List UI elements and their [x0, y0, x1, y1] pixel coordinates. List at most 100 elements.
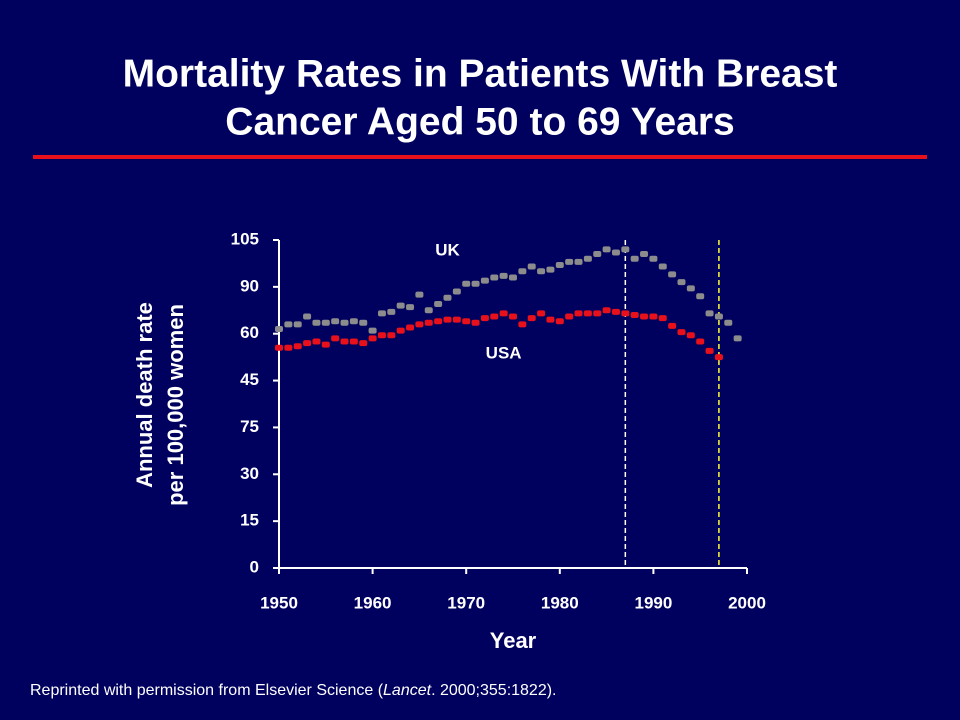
x-tick-label: 1970: [447, 593, 485, 612]
data-point: [434, 301, 443, 308]
data-point: [303, 340, 312, 347]
y-tick-label: 60: [240, 323, 259, 342]
y-axis-label: per 100,000 women: [163, 304, 188, 506]
data-point: [537, 310, 546, 317]
data-point: [443, 316, 452, 323]
data-point: [340, 338, 349, 345]
data-point: [509, 313, 517, 320]
y-tick-label: 30: [240, 464, 259, 483]
y-tick-label: 75: [240, 417, 259, 436]
data-point: [312, 319, 321, 326]
data-point: [640, 313, 649, 320]
data-point: [424, 307, 433, 314]
data-point: [574, 310, 583, 317]
footer-text: Reprinted with permission from Elsevier …: [30, 682, 384, 699]
footer-text: . 2000;355:1822).: [431, 682, 556, 699]
data-point: [527, 315, 536, 322]
data-point: [293, 343, 302, 350]
data-point: [415, 291, 424, 298]
data-point: [733, 335, 742, 342]
data-point: [368, 327, 377, 334]
data-point: [275, 344, 283, 351]
data-point: [640, 251, 649, 258]
data-point: [462, 280, 471, 287]
data-point: [714, 354, 723, 361]
y-axis-label: Annual death rate: [132, 302, 157, 488]
data-point: [499, 310, 508, 317]
data-point: [677, 329, 686, 336]
data-point: [452, 316, 461, 323]
y-tick-label: 45: [240, 370, 259, 389]
data-point: [686, 285, 695, 292]
data-point: [668, 322, 677, 329]
data-point: [359, 340, 368, 347]
data-point: [565, 313, 574, 320]
data-point: [537, 268, 546, 275]
x-axis-label: Year: [490, 628, 537, 653]
data-point: [574, 258, 583, 265]
data-point: [658, 315, 667, 322]
data-point: [377, 332, 386, 339]
data-point: [284, 321, 293, 328]
data-point: [490, 313, 499, 320]
data-point: [555, 318, 564, 325]
data-point: [321, 319, 330, 326]
series-label: UK: [435, 240, 460, 259]
data-point: [583, 310, 592, 317]
footer-text: Lancet: [383, 682, 432, 699]
data-point: [396, 327, 405, 334]
data-point: [480, 315, 489, 322]
data-point: [696, 293, 705, 300]
data-point: [546, 316, 555, 323]
data-point: [714, 313, 723, 320]
data-point: [593, 251, 602, 258]
data-point: [621, 310, 630, 317]
data-point: [555, 261, 564, 268]
data-point: [518, 321, 527, 328]
data-point: [387, 332, 396, 339]
data-point: [686, 332, 695, 339]
title-rule: [33, 155, 927, 159]
data-point: [509, 274, 517, 281]
data-point: [724, 319, 733, 326]
data-point: [377, 310, 386, 317]
data-point: [424, 319, 433, 326]
data-point: [331, 318, 340, 325]
data-point: [649, 255, 658, 262]
x-tick-label: 1950: [260, 593, 298, 612]
data-point: [649, 313, 658, 320]
data-point: [602, 307, 611, 314]
data-point: [480, 277, 489, 284]
data-point: [471, 319, 480, 326]
data-point: [677, 279, 686, 286]
data-point: [275, 326, 283, 333]
title-line: Cancer Aged 50 to 69 Years: [225, 100, 734, 143]
data-point: [368, 335, 377, 342]
y-tick-label: 15: [240, 511, 259, 530]
y-tick-label: 0: [250, 557, 259, 576]
data-point: [696, 338, 705, 345]
x-tick-label: 1980: [541, 593, 579, 612]
series-label: USA: [486, 344, 522, 363]
data-point: [340, 319, 349, 326]
data-point: [471, 280, 480, 287]
data-point: [705, 310, 714, 317]
data-point: [434, 318, 443, 325]
data-point: [349, 318, 358, 325]
x-tick-label: 1960: [354, 593, 392, 612]
data-point: [602, 246, 611, 253]
data-point: [499, 272, 508, 279]
data-point: [611, 308, 620, 315]
data-point: [331, 335, 340, 342]
data-point: [387, 308, 396, 315]
data-point: [415, 321, 424, 328]
data-point: [658, 263, 667, 270]
footer: Reprinted with permission from Elsevier …: [30, 682, 557, 699]
data-point: [359, 319, 368, 326]
data-point: [349, 338, 358, 345]
data-point: [546, 266, 555, 273]
data-point: [490, 274, 499, 281]
data-point: [396, 302, 405, 309]
